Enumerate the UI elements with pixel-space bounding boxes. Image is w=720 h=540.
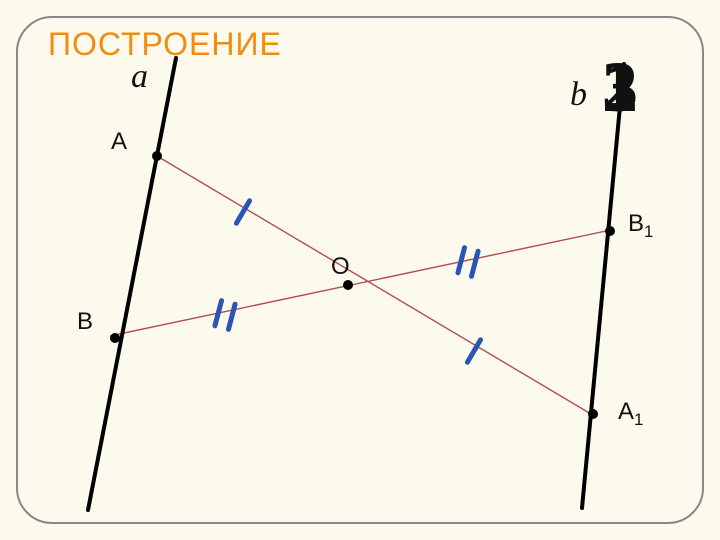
point-label-A: A [111, 128, 127, 156]
line-a-label: a [131, 58, 148, 96]
point-label-O: O [331, 253, 350, 281]
line-b-label: b [570, 76, 587, 114]
point-label-B: B [77, 308, 93, 336]
step-number: 2 [602, 46, 638, 129]
point-label-A1: A1 [618, 398, 643, 430]
point-label-B1: B1 [628, 210, 653, 242]
slide-title: ПОСТРОЕНИЕ [48, 26, 282, 63]
